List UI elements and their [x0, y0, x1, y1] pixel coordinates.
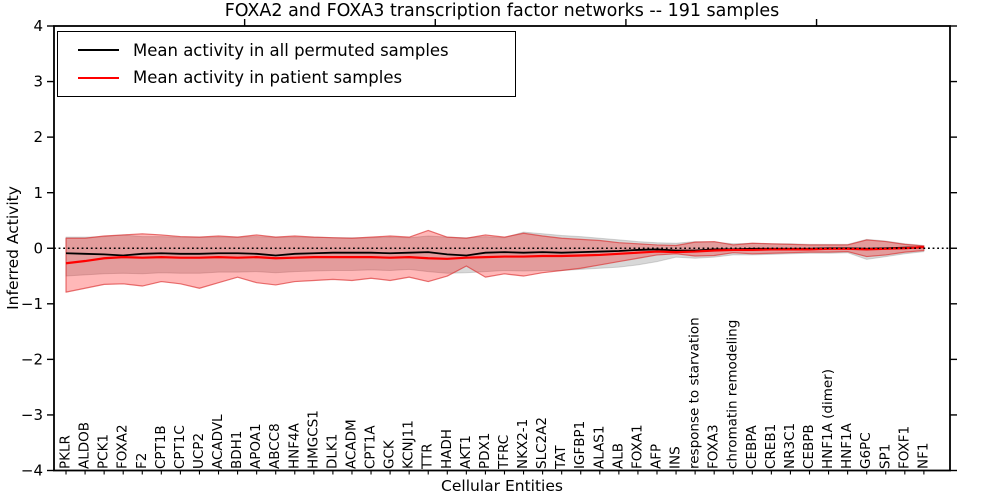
- x-axis-entity-label: ACADVL: [210, 414, 226, 469]
- x-axis-entity-label: F2: [134, 453, 150, 469]
- x-axis-entity-label: HNF4A: [286, 422, 302, 469]
- x-axis-entity-label: PKLR: [58, 435, 74, 469]
- x-axis-entity-label: ALB: [610, 443, 626, 469]
- x-axis-entity-label: FOXA1: [629, 424, 645, 469]
- x-axis-entity-label: APOA1: [248, 423, 264, 469]
- legend-label-permuted: Mean activity in all permuted samples: [133, 40, 449, 60]
- x-axis-entity-label: CPT1B: [153, 425, 169, 469]
- x-axis-entity-label: HNF1A (dimer): [820, 369, 836, 469]
- x-axis-label: Cellular Entities: [441, 477, 563, 495]
- y-tick-label: 3: [33, 73, 43, 91]
- x-axis-entity-label: BDH1: [229, 431, 245, 469]
- x-axis-entity-label: TAT: [553, 445, 569, 470]
- x-axis-entity-label: TTR: [420, 443, 436, 470]
- x-axis-entity-label: SP1: [877, 444, 893, 469]
- x-axis-entity-label: AKT1: [458, 435, 474, 469]
- legend-entry-permuted: Mean activity in all permuted samples: [78, 41, 515, 60]
- y-tick-label: 4: [33, 17, 43, 35]
- x-axis-entity-label: ALDOB: [77, 422, 93, 469]
- x-axis-entity-label: IGFBP1: [572, 421, 588, 469]
- y-tick-label: −3: [21, 406, 43, 424]
- x-axis-entity-label: FOXA2: [115, 424, 131, 469]
- x-axis-entity-label: chromatin remodeling: [725, 320, 741, 469]
- y-tick-label: 1: [33, 184, 43, 202]
- x-axis-entity-label: FOXA3: [706, 424, 722, 469]
- x-axis-entity-label: CPT1A: [363, 425, 379, 469]
- legend: Mean activity in all permuted samples Me…: [57, 31, 516, 97]
- x-axis-entity-label: GCK: [382, 439, 398, 469]
- x-axis-entity-label: AFP: [648, 444, 664, 469]
- x-axis-entity-label: NR3C1: [782, 423, 798, 469]
- x-axis-entity-label: SLC2A2: [534, 417, 550, 469]
- x-axis-entity-label: FOXF1: [896, 426, 912, 469]
- x-axis-entity-label: HADH: [439, 429, 455, 469]
- x-axis-entity-label: CREB1: [763, 424, 779, 469]
- legend-label-patient: Mean activity in patient samples: [133, 68, 403, 88]
- x-axis-entity-label: CEBPB: [801, 424, 817, 469]
- x-axis-entity-label: NF1: [915, 443, 931, 469]
- x-axis-entity-label: ACADM: [343, 419, 359, 469]
- y-tick-label: −2: [21, 350, 43, 368]
- x-axis-entity-label: response to starvation: [687, 317, 703, 469]
- legend-entry-patient: Mean activity in patient samples: [78, 68, 515, 87]
- patient-band: [65, 229, 925, 293]
- x-axis-entity-label: KCNJ11: [401, 420, 417, 469]
- x-axis-entity-label: INS: [668, 446, 684, 469]
- x-axis-entity-label: NKX2-1: [515, 419, 531, 469]
- patient-line-swatch: [78, 76, 119, 79]
- x-axis-entity-label: ABCC8: [267, 423, 283, 469]
- x-axis-entity-label: G6PC: [858, 432, 874, 469]
- x-axis-entity-label: CPT1C: [172, 425, 188, 469]
- y-tick-label: −4: [21, 462, 43, 480]
- x-axis-entity-label: DLK1: [324, 434, 340, 469]
- x-axis-entity-label: PCK1: [96, 434, 112, 469]
- x-axis-entity-label: TFRC: [496, 435, 512, 470]
- y-tick-label: −1: [21, 295, 43, 313]
- x-axis-entity-label: HNF1A: [839, 422, 855, 469]
- x-axis-entity-label: HMGCS1: [305, 410, 321, 469]
- permuted-line-swatch: [78, 49, 119, 52]
- x-axis-entity-label: ALAS1: [591, 426, 607, 469]
- chart-title: FOXA2 and FOXA3 transcription factor net…: [224, 1, 780, 21]
- x-axis-entity-label: UCP2: [191, 433, 207, 469]
- x-axis-entity-label: CEBPA: [744, 425, 760, 469]
- patient-mean-line: [65, 246, 924, 265]
- x-axis-entity-label: PDX1: [477, 433, 493, 469]
- y-tick-label: 0: [33, 239, 43, 257]
- y-tick-label: 2: [33, 128, 43, 146]
